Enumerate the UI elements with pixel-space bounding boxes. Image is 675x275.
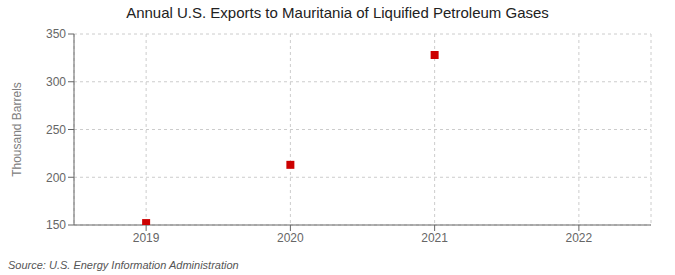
svg-text:350: 350	[46, 27, 66, 41]
svg-text:Thousand Barrels: Thousand Barrels	[10, 82, 24, 177]
svg-text:300: 300	[46, 75, 66, 89]
svg-text:2021: 2021	[421, 231, 448, 245]
svg-text:2020: 2020	[277, 231, 304, 245]
svg-text:200: 200	[46, 171, 66, 185]
html-text:Source: U.S. Energy Informatio: Source: U.S. Energy Information Administ…	[8, 259, 239, 271]
svg-text:250: 250	[46, 123, 66, 137]
svg-text:2022: 2022	[566, 231, 593, 245]
html-text:Annual U.S. Exports to Maurita: Annual U.S. Exports to Mauritania of Liq…	[126, 4, 549, 21]
svg-text:150: 150	[46, 218, 66, 232]
svg-text:2019: 2019	[133, 231, 160, 245]
